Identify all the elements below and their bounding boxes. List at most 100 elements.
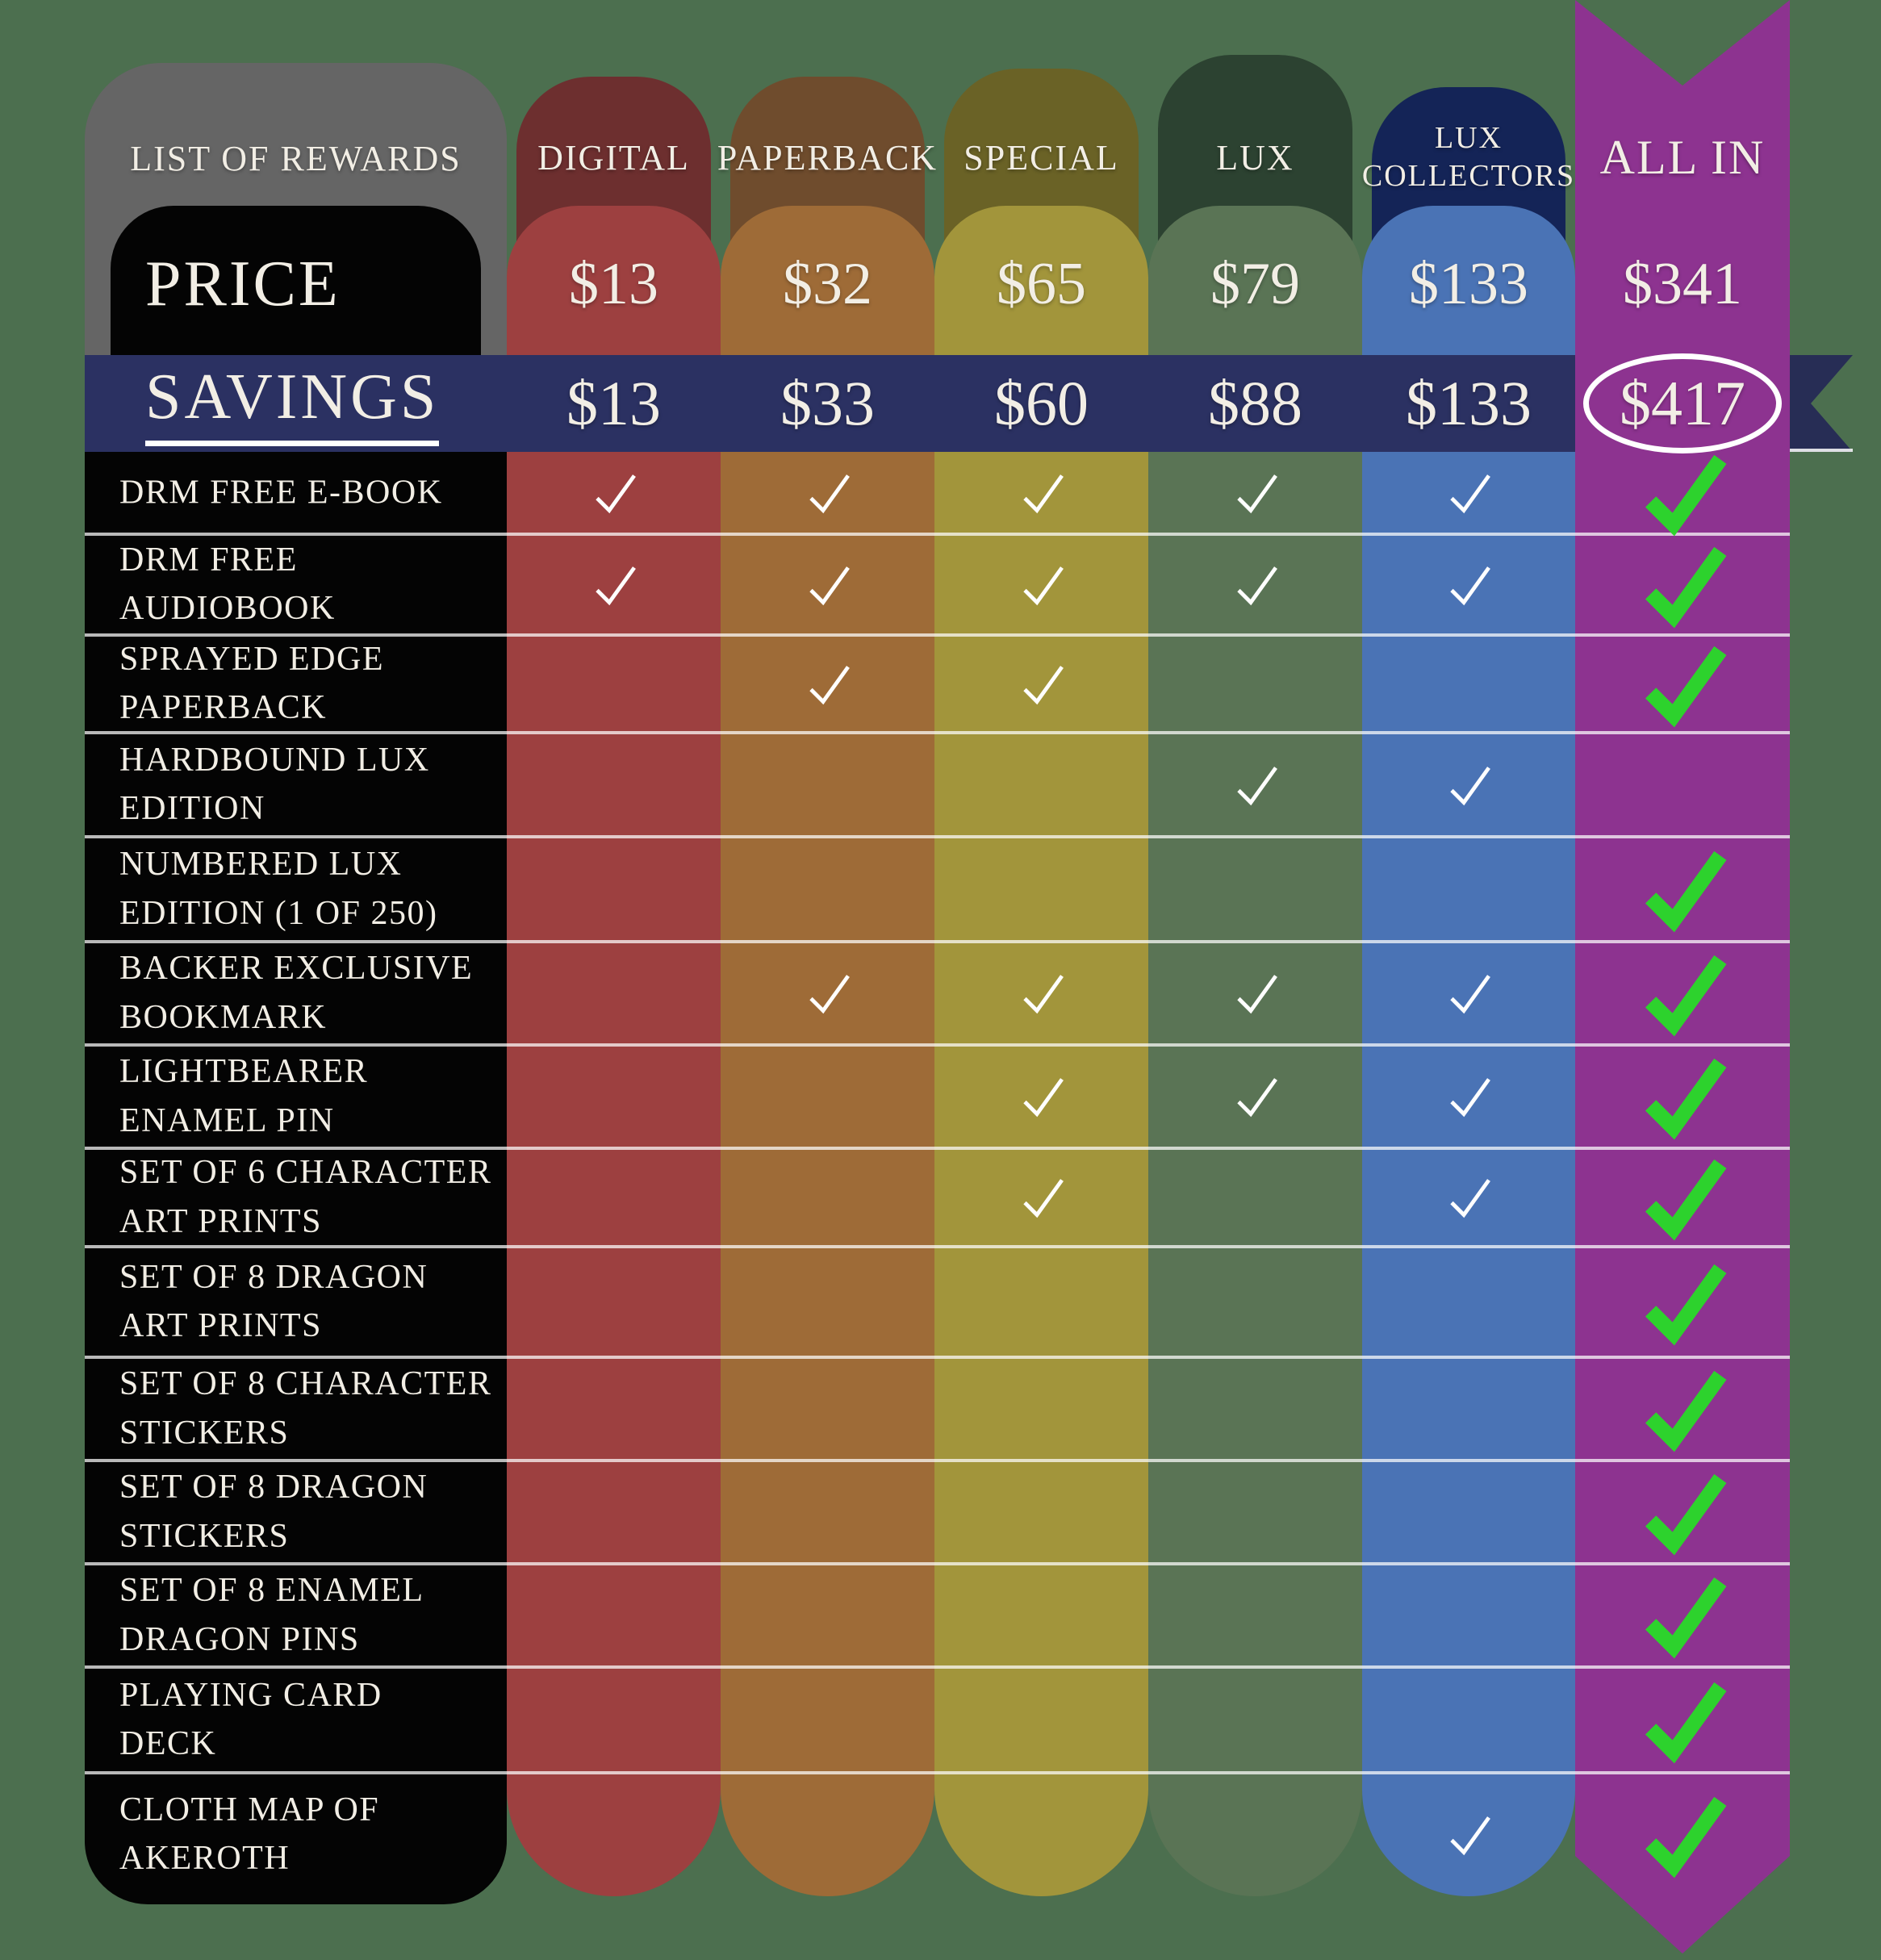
check-icon-green — [1622, 1775, 1743, 1900]
row-separator — [85, 1771, 1790, 1774]
check-icon — [796, 554, 860, 622]
check-icon-green — [1622, 1038, 1743, 1163]
checkmark-glyph — [1450, 1078, 1490, 1118]
check-icon — [1009, 1066, 1074, 1135]
checkmark-glyph — [1645, 850, 1727, 933]
check-icon-green — [1622, 1243, 1743, 1368]
savings-value-special: $60 — [994, 368, 1089, 438]
savings-value-paperback: $33 — [780, 368, 875, 438]
savings-label: SAVINGS — [145, 361, 440, 446]
row-separator — [85, 1043, 1790, 1047]
price-value-paperback: $32 — [783, 250, 872, 317]
check-icon — [1009, 1167, 1074, 1235]
checkmark-glyph — [1450, 566, 1490, 605]
reward-row-label: CLOTH MAP OF AKEROTH — [119, 1791, 380, 1878]
checkmark-glyph — [595, 474, 636, 514]
tier-header-label-all-in: ALL IN — [1599, 130, 1766, 184]
rewards-header-label: LIST OF REWARDS — [130, 138, 462, 178]
check-icon-green — [1622, 1661, 1743, 1786]
reward-row-label: SPRAYED EDGE PAPERBACK — [119, 640, 384, 727]
reward-row-label: SET OF 8 DRAGON STICKERS — [119, 1469, 428, 1555]
reward-row-label: SET OF 6 CHARACTER ART PRINTS — [119, 1154, 492, 1240]
reward-row-label: BACKER EXCLUSIVE BOOKMARK — [119, 950, 474, 1036]
check-icon-green — [1622, 1350, 1743, 1475]
checkmark-glyph — [1645, 1264, 1727, 1345]
row-separator — [85, 533, 1790, 536]
checkmark-glyph — [1236, 1078, 1277, 1118]
check-icon — [1223, 963, 1288, 1031]
reward-row-label: DRM FREE AUDIOBOOK — [119, 541, 336, 628]
check-icon-green — [1622, 830, 1743, 955]
checkmark-glyph — [1236, 975, 1277, 1014]
check-icon — [796, 462, 860, 531]
check-icon — [1009, 653, 1074, 721]
savings-label-text: SAVINGS — [145, 361, 440, 446]
checkmark-glyph — [595, 566, 636, 605]
check-icon-green — [1622, 934, 1743, 1059]
tier-header-label-digital: DIGITAL — [537, 137, 690, 178]
check-icon — [1436, 1803, 1501, 1872]
check-icon — [1436, 963, 1501, 1031]
check-icon — [582, 462, 646, 531]
savings-circle — [1583, 353, 1782, 453]
checkmark-glyph — [809, 474, 850, 514]
price-value-special: $65 — [997, 250, 1086, 317]
price-value-lux: $79 — [1210, 250, 1300, 317]
row-separator — [85, 835, 1790, 838]
check-icon-green — [1622, 525, 1743, 650]
tier-header-label-lux-collectors: LUX COLLECTORS — [1361, 120, 1576, 194]
checkmark-glyph — [1645, 1796, 1727, 1878]
reward-row-label: SET OF 8 DRAGON ART PRINTS — [119, 1258, 428, 1345]
check-icon — [1223, 554, 1288, 622]
check-icon — [1436, 462, 1501, 531]
checkmark-glyph — [1022, 975, 1064, 1014]
check-icon-green — [1622, 625, 1743, 750]
tier-body-pill-paperback — [721, 206, 934, 1896]
tier-header-label-lux: LUX — [1216, 137, 1294, 178]
checkmark-glyph — [1022, 1179, 1064, 1218]
checkmark-glyph — [1645, 1682, 1727, 1763]
checkmark-glyph — [1022, 665, 1064, 704]
check-icon — [1009, 554, 1074, 622]
checkmark-glyph — [1236, 474, 1277, 514]
checkmark-glyph — [1450, 474, 1490, 514]
tier-body-pill-digital — [507, 206, 721, 1896]
check-icon — [1009, 462, 1074, 531]
reward-row-label: DRM FREE E-BOOK — [119, 474, 443, 512]
reward-row-label: PLAYING CARD DECK — [119, 1676, 382, 1763]
checkmark-glyph — [1645, 1473, 1727, 1556]
checkmark-glyph — [1645, 454, 1727, 537]
rewards-label-column — [85, 452, 507, 1904]
price-value-digital: $13 — [569, 250, 658, 317]
row-separator — [85, 633, 1790, 637]
row-separator — [85, 1245, 1790, 1248]
row-separator — [85, 1665, 1790, 1669]
tier-body-pill-lux — [1148, 206, 1362, 1896]
tier-header-label-paperback: PAPERBACK — [717, 137, 938, 178]
check-icon — [1223, 754, 1288, 822]
checkmark-glyph — [1645, 1370, 1727, 1452]
reward-row-label: LIGHTBEARER ENAMEL PIN — [119, 1053, 369, 1139]
check-icon — [1223, 462, 1288, 531]
checkmark-glyph — [1450, 766, 1490, 805]
checkmark-glyph — [809, 566, 850, 605]
check-icon — [796, 963, 860, 1031]
check-icon — [1436, 754, 1501, 822]
tier-header-label-special: SPECIAL — [963, 137, 1119, 178]
savings-banner-underline — [1790, 449, 1853, 452]
checkmark-glyph — [809, 665, 850, 704]
checkmark-glyph — [1645, 955, 1727, 1037]
price-label: PRICE — [145, 248, 341, 320]
checkmark-glyph — [1450, 1179, 1490, 1218]
tier-body-pill-lux-collectors — [1362, 206, 1575, 1896]
checkmark-glyph — [1450, 975, 1490, 1014]
checkmark-glyph — [1645, 1577, 1727, 1659]
check-icon-green — [1622, 1139, 1743, 1264]
check-icon-green — [1622, 1557, 1743, 1682]
check-icon — [1436, 1167, 1501, 1235]
row-separator — [85, 1356, 1790, 1359]
savings-value-lux: $88 — [1208, 368, 1302, 438]
savings-banner — [85, 355, 1790, 452]
savings-banner-tail — [1790, 355, 1853, 452]
